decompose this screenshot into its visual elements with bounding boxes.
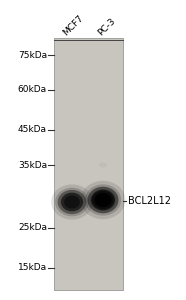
Ellipse shape (58, 190, 86, 214)
Ellipse shape (99, 163, 107, 167)
Ellipse shape (90, 189, 116, 211)
Text: 60kDa: 60kDa (18, 85, 47, 94)
Ellipse shape (92, 191, 114, 209)
Text: 25kDa: 25kDa (18, 224, 47, 232)
Ellipse shape (61, 193, 83, 211)
Text: 35kDa: 35kDa (18, 160, 47, 169)
Bar (54, 38, 123, 290)
Ellipse shape (97, 195, 109, 205)
Ellipse shape (81, 181, 125, 219)
Ellipse shape (87, 187, 119, 213)
Text: MCF7: MCF7 (62, 13, 86, 37)
Ellipse shape (95, 193, 111, 207)
Ellipse shape (55, 188, 89, 216)
Text: 45kDa: 45kDa (18, 125, 47, 134)
Ellipse shape (64, 195, 80, 208)
Ellipse shape (51, 184, 93, 220)
Ellipse shape (91, 190, 115, 210)
Text: BCL2L12: BCL2L12 (128, 196, 171, 206)
Ellipse shape (95, 193, 111, 207)
Text: PC-3: PC-3 (97, 16, 118, 37)
Ellipse shape (88, 187, 118, 213)
Text: 15kDa: 15kDa (18, 263, 47, 272)
Ellipse shape (85, 184, 121, 216)
Text: 75kDa: 75kDa (18, 50, 47, 59)
